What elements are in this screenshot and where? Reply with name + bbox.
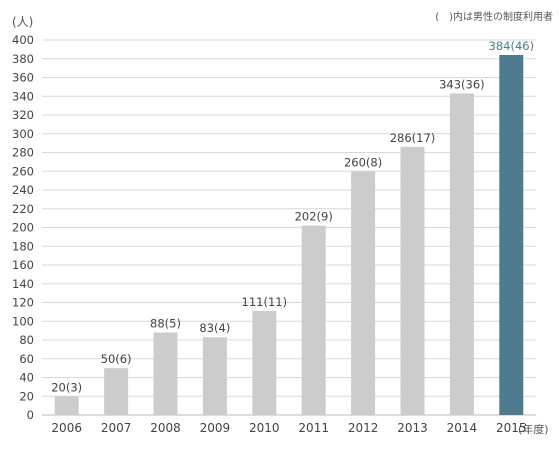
data-label: 83(4)	[199, 321, 230, 335]
data-label: 260(8)	[344, 155, 382, 169]
y-tick-label: 140	[12, 277, 34, 291]
x-tick-label: 2011	[298, 421, 329, 435]
y-tick-label: 20	[19, 389, 34, 403]
y-tick-label: 260	[12, 164, 34, 178]
y-tick-label: 200	[12, 221, 34, 235]
y-tick-label: 220	[12, 202, 34, 216]
y-tick-label: 120	[12, 296, 34, 310]
data-label: 50(6)	[101, 352, 132, 366]
y-tick-label: 400	[12, 33, 34, 47]
data-label: 286(17)	[390, 131, 436, 145]
bar	[202, 337, 227, 415]
data-label: 88(5)	[150, 317, 181, 331]
bar	[153, 332, 178, 415]
chart-note: ( )内は男性の制度利用者	[435, 12, 553, 23]
x-tick-label: 2007	[101, 421, 132, 435]
x-axis-unit: (年度)	[518, 423, 549, 436]
x-tick-label: 2014	[447, 421, 478, 435]
y-tick-label: 40	[19, 371, 34, 385]
y-tick-label: 300	[12, 127, 34, 141]
y-tick-label: 360	[12, 71, 34, 85]
y-tick-label: 240	[12, 183, 34, 197]
bar	[54, 396, 79, 415]
bar	[104, 368, 129, 415]
x-tick-label: 2012	[348, 421, 379, 435]
data-label: 111(11)	[242, 295, 288, 309]
y-tick-label: 60	[19, 352, 34, 366]
x-tick-label: 2013	[397, 421, 428, 435]
y-tick-label: 0	[27, 408, 34, 422]
y-tick-label: 280	[12, 146, 34, 160]
y-tick-label: 180	[12, 239, 34, 253]
x-tick-label: 2010	[249, 421, 280, 435]
y-tick-label: 380	[12, 52, 34, 66]
bar	[301, 225, 326, 415]
bar	[252, 310, 277, 415]
y-tick-label: 80	[19, 333, 34, 347]
y-tick-label: 320	[12, 108, 34, 122]
y-axis-unit: (人)	[12, 15, 34, 29]
bar	[499, 55, 524, 415]
data-label: 384(46)	[489, 39, 535, 53]
data-label: 202(9)	[295, 210, 333, 224]
y-tick-label: 100	[12, 314, 34, 328]
y-tick-label: 160	[12, 258, 34, 272]
bar	[400, 146, 425, 415]
x-tick-label: 2006	[51, 421, 82, 435]
bar	[449, 93, 474, 415]
data-label: 343(36)	[439, 77, 485, 91]
y-tick-label: 340	[12, 89, 34, 103]
x-tick-label: 2009	[200, 421, 231, 435]
x-tick-label: 2015	[496, 421, 527, 435]
x-tick-label: 2008	[150, 421, 181, 435]
bar	[351, 171, 376, 415]
data-label: 20(3)	[51, 380, 82, 394]
